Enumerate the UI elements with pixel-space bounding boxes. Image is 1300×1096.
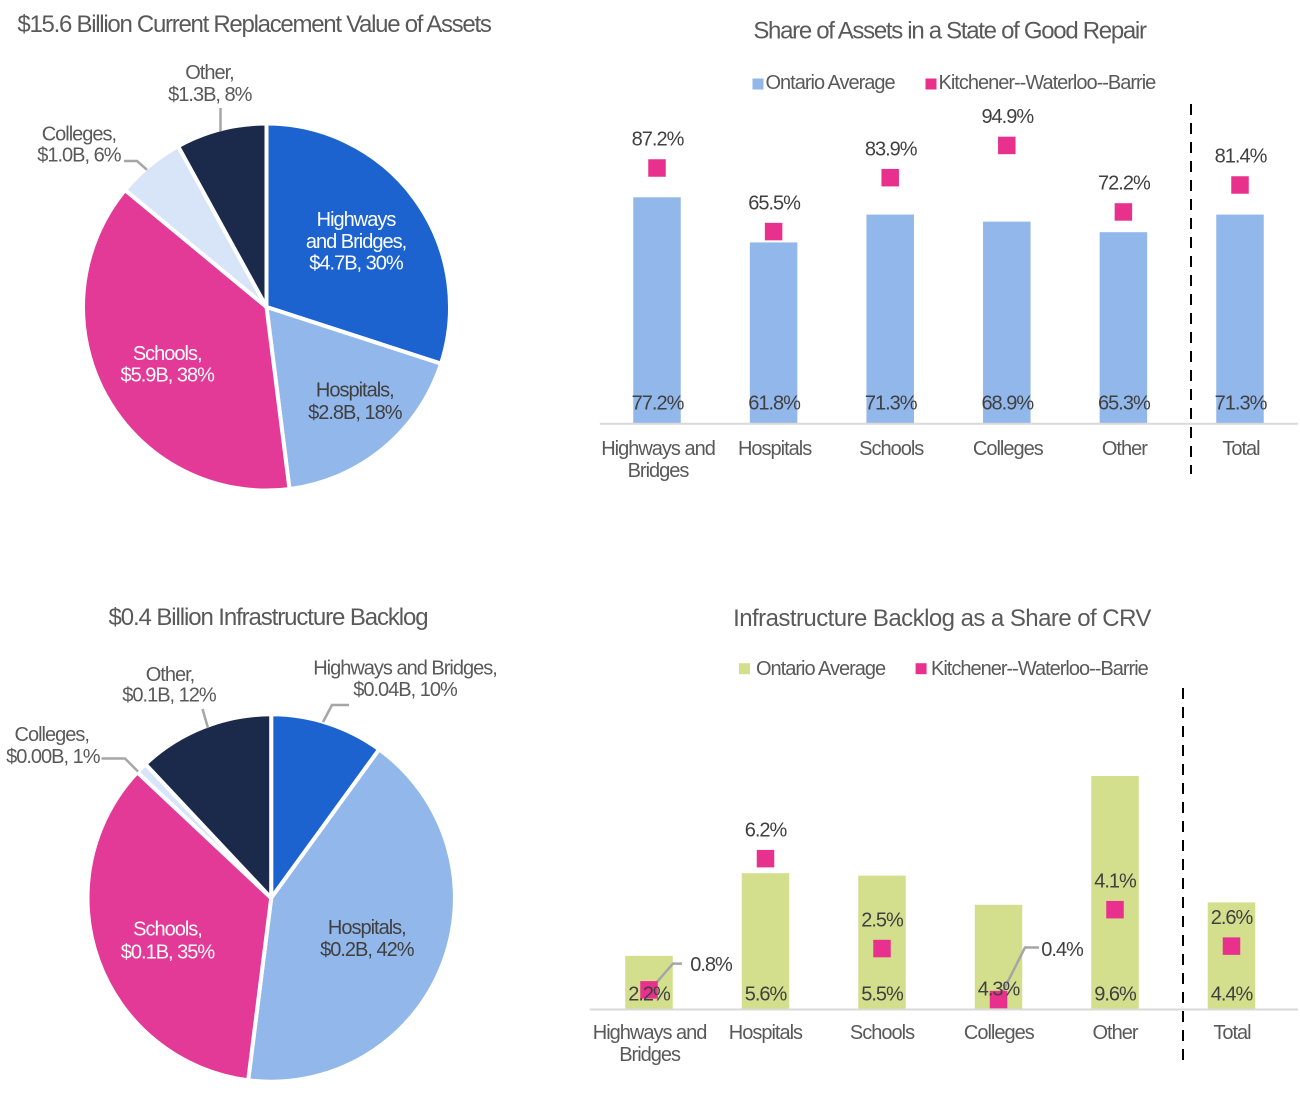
svg-text:Schools: Schools [850, 1022, 915, 1044]
svg-text:Schools,: Schools, [133, 343, 202, 365]
svg-text:65.5%: 65.5% [748, 192, 801, 214]
svg-text:Other: Other [1102, 438, 1148, 460]
svg-text:$0.00B, 1%: $0.00B, 1% [6, 746, 101, 768]
svg-text:Ontario Average: Ontario Average [756, 658, 886, 680]
svg-text:Other,: Other, [146, 664, 194, 686]
svg-text:Hospitals,: Hospitals, [316, 380, 394, 402]
svg-text:$0.04B, 10%: $0.04B, 10% [353, 679, 458, 701]
svg-text:Total: Total [1213, 1022, 1251, 1044]
svg-text:5.6%: 5.6% [745, 984, 788, 1006]
svg-text:$0.2B, 42%: $0.2B, 42% [320, 939, 415, 961]
svg-text:71.3%: 71.3% [1215, 392, 1268, 414]
svg-text:5.5%: 5.5% [861, 984, 904, 1006]
svg-text:$4.7B, 30%: $4.7B, 30% [309, 253, 404, 275]
svg-text:$0.1B, 12%: $0.1B, 12% [122, 685, 217, 707]
svg-text:0.8%: 0.8% [690, 954, 733, 976]
svg-text:and Bridges,: and Bridges, [306, 231, 406, 253]
svg-text:94.9%: 94.9% [981, 106, 1034, 128]
svg-text:Colleges,: Colleges, [15, 724, 89, 746]
svg-text:0.4%: 0.4% [1041, 939, 1084, 961]
svg-text:$5.9B, 38%: $5.9B, 38% [120, 365, 215, 387]
svg-text:68.9%: 68.9% [981, 392, 1034, 414]
svg-text:Colleges,: Colleges, [42, 124, 116, 146]
svg-text:71.3%: 71.3% [865, 392, 918, 414]
svg-text:$2.8B, 18%: $2.8B, 18% [308, 402, 403, 424]
svg-text:4.3%: 4.3% [978, 979, 1021, 1001]
svg-text:Bridges: Bridges [619, 1044, 681, 1066]
svg-text:81.4%: 81.4% [1215, 146, 1268, 168]
svg-text:Colleges: Colleges [964, 1022, 1035, 1044]
svg-text:Highways and: Highways and [593, 1022, 707, 1044]
svg-text:Schools,: Schools, [133, 919, 202, 941]
svg-text:$15.6 Billion Current Replacem: $15.6 Billion Current Replacement Value … [17, 11, 491, 38]
svg-text:Highways: Highways [317, 209, 397, 231]
svg-text:$0.4 Billion Infrastructure Ba: $0.4 Billion Infrastructure Backlog [108, 604, 427, 631]
svg-text:$1.0B, 6%: $1.0B, 6% [37, 145, 122, 167]
svg-text:4.4%: 4.4% [1211, 984, 1254, 1006]
svg-text:65.3%: 65.3% [1098, 392, 1151, 414]
svg-text:2.2%: 2.2% [628, 984, 671, 1006]
svg-text:Colleges: Colleges [973, 438, 1044, 460]
svg-text:Hospitals,: Hospitals, [328, 917, 406, 939]
svg-text:Hospitals: Hospitals [729, 1022, 803, 1044]
svg-text:4.1%: 4.1% [1094, 870, 1137, 892]
svg-text:Kitchener--Waterloo--Barrie: Kitchener--Waterloo--Barrie [939, 72, 1157, 94]
svg-text:Hospitals: Hospitals [738, 438, 812, 460]
svg-text:Kitchener--Waterloo--Barrie: Kitchener--Waterloo--Barrie [931, 658, 1149, 680]
svg-text:Ontario Average: Ontario Average [766, 72, 896, 94]
svg-text:$1.3B, 8%: $1.3B, 8% [168, 84, 253, 106]
svg-text:Infrastructure Backlog as a Sh: Infrastructure Backlog as a Share of CRV [733, 605, 1151, 632]
svg-text:Highways and: Highways and [601, 438, 715, 460]
svg-text:2.5%: 2.5% [861, 909, 904, 931]
svg-text:Bridges: Bridges [628, 460, 690, 482]
svg-text:87.2%: 87.2% [632, 129, 685, 151]
svg-text:61.8%: 61.8% [748, 392, 801, 414]
svg-text:Highways and Bridges,: Highways and Bridges, [313, 658, 497, 680]
svg-text:Total: Total [1222, 438, 1260, 460]
svg-text:6.2%: 6.2% [745, 819, 788, 841]
svg-text:2.6%: 2.6% [1211, 907, 1254, 929]
svg-text:Schools: Schools [859, 438, 924, 460]
svg-text:83.9%: 83.9% [865, 138, 918, 160]
svg-text:72.2%: 72.2% [1098, 173, 1151, 195]
svg-text:Other,: Other, [185, 62, 233, 84]
svg-text:9.6%: 9.6% [1094, 984, 1137, 1006]
svg-text:77.2%: 77.2% [632, 392, 685, 414]
svg-text:Other: Other [1092, 1022, 1138, 1044]
svg-text:Share of Assets in a State of: Share of Assets in a State of Good Repai… [753, 18, 1147, 45]
svg-text:$0.1B, 35%: $0.1B, 35% [121, 942, 216, 964]
